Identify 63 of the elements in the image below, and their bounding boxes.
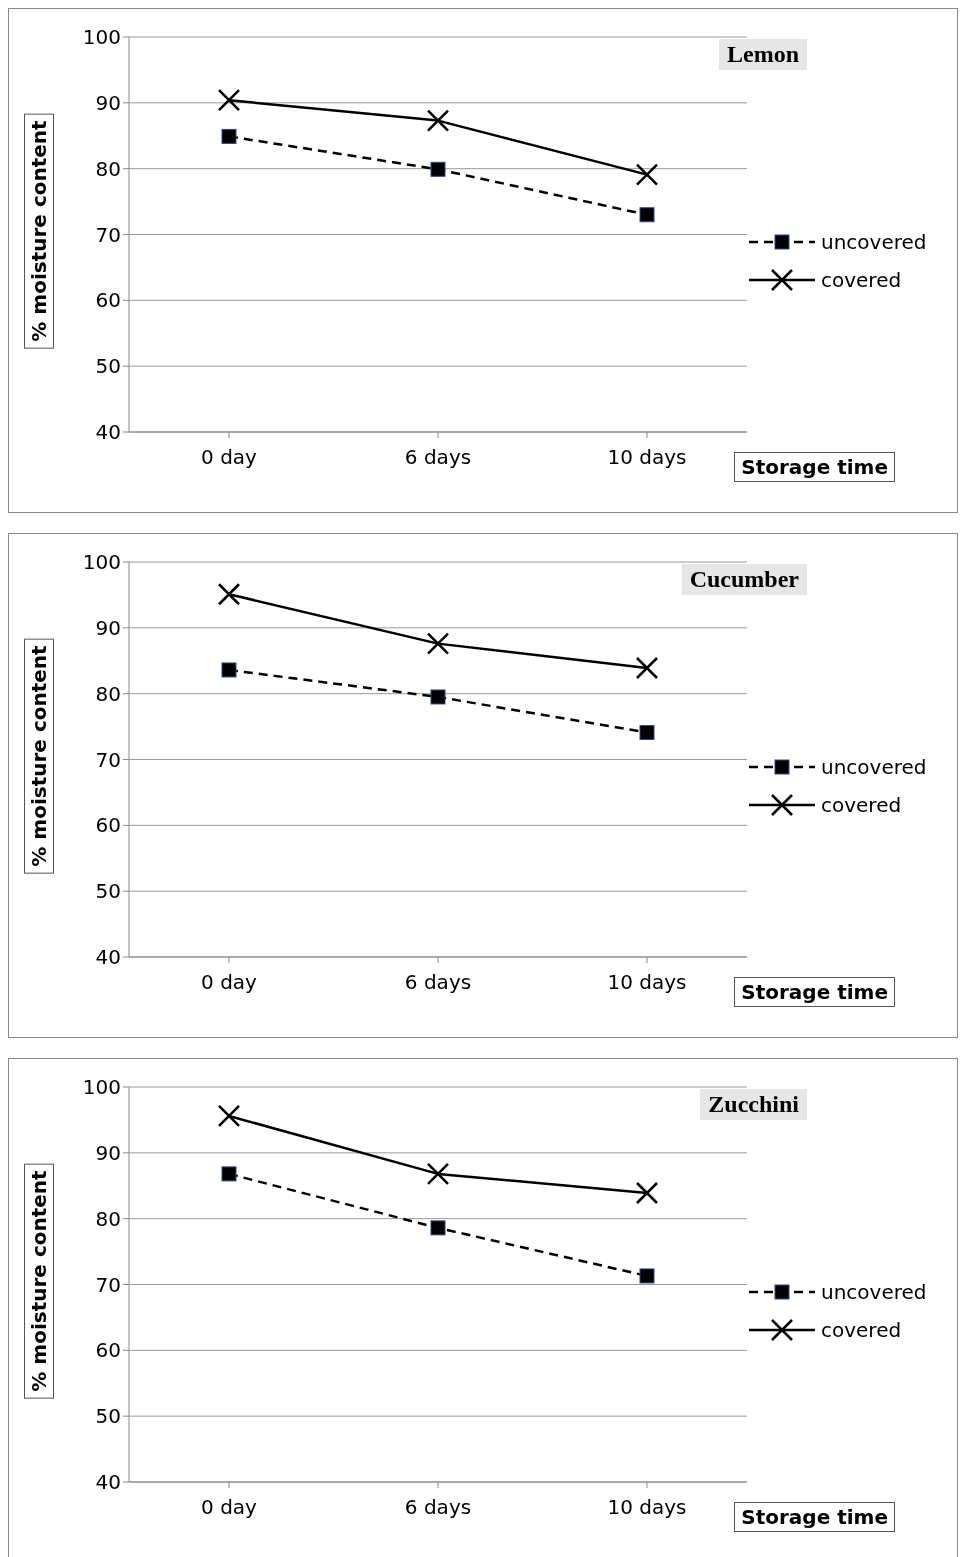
- x-tick-label: 6 days: [404, 1495, 472, 1520]
- y-tick-label: 70: [95, 747, 121, 772]
- y-tick-label: 80: [95, 1206, 121, 1231]
- point: [635, 163, 659, 186]
- y-tick-label: 60: [95, 288, 121, 313]
- y-tick-label: 90: [95, 1140, 121, 1165]
- x-tick-label: 10 days: [607, 1495, 687, 1520]
- point: [426, 1162, 450, 1186]
- y-tick-label: 70: [95, 222, 121, 247]
- y-tick-label: 90: [95, 615, 121, 640]
- point: [221, 662, 237, 678]
- point: [639, 725, 655, 741]
- x-tick-label: 10 days: [607, 445, 687, 470]
- point: [221, 128, 237, 144]
- y-tick-label: 50: [95, 354, 121, 379]
- y-tick-label: 80: [95, 681, 121, 706]
- chart-title: Cucumber: [681, 564, 807, 595]
- legend-label: uncovered: [821, 1279, 927, 1304]
- point: [217, 1104, 241, 1128]
- legend-label: uncovered: [821, 229, 927, 254]
- point: [639, 1268, 655, 1284]
- chart-title: Zucchini: [700, 1089, 807, 1120]
- x-tick-label: 6 days: [404, 445, 472, 470]
- point: [430, 161, 446, 177]
- chart-title: Lemon: [719, 39, 807, 70]
- point: [221, 1166, 237, 1182]
- point: [639, 207, 655, 223]
- y-tick-label: 90: [95, 90, 121, 115]
- point: [635, 656, 659, 680]
- x-axis-title: Storage time: [734, 1502, 895, 1532]
- point: [426, 632, 450, 655]
- x-tick-label: 6 days: [404, 970, 472, 995]
- legend-label: covered: [821, 267, 902, 292]
- x-tick-label: 0 day: [201, 445, 258, 470]
- x-tick-label: 10 days: [607, 970, 687, 995]
- x-axis-title: Storage time: [734, 452, 895, 482]
- point: [430, 689, 446, 705]
- y-tick-label: 80: [95, 156, 121, 181]
- y-axis-title: % moisture content: [24, 638, 54, 874]
- point: [217, 583, 241, 606]
- y-tick-label: 40: [95, 945, 121, 970]
- x-axis-title: Storage time: [734, 977, 895, 1007]
- x-tick-label: 0 day: [201, 1495, 258, 1520]
- y-tick-label: 70: [95, 1272, 121, 1297]
- y-axis-title: % moisture content: [24, 1163, 54, 1399]
- y-tick-label: 60: [95, 1338, 121, 1363]
- y-axis-title: % moisture content: [24, 113, 54, 349]
- y-tick-label: 50: [95, 1404, 121, 1429]
- y-tick-label: 100: [82, 550, 121, 575]
- point: [635, 1181, 659, 1205]
- y-tick-label: 100: [82, 1075, 121, 1100]
- point: [426, 109, 450, 132]
- y-tick-label: 50: [95, 879, 121, 904]
- y-tick-label: 60: [95, 813, 121, 838]
- legend-label: covered: [821, 1317, 902, 1342]
- legend-label: uncovered: [821, 754, 927, 779]
- y-tick-label: 40: [95, 1470, 121, 1495]
- y-tick-label: 100: [82, 25, 121, 50]
- legend-label: covered: [821, 792, 902, 817]
- y-tick-label: 40: [95, 420, 121, 445]
- point: [217, 88, 241, 112]
- point: [430, 1220, 446, 1236]
- x-tick-label: 0 day: [201, 970, 258, 995]
